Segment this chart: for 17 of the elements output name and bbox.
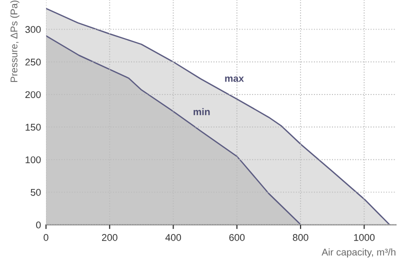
series-label: min <box>194 108 210 116</box>
series-label: max <box>225 76 244 82</box>
x-tick-label: 600 <box>229 234 245 241</box>
y-tick-label: 100 <box>26 156 41 164</box>
y-tick-label: 250 <box>25 58 41 66</box>
x-tick-label: 800 <box>292 234 308 241</box>
y-tick-label: 200 <box>25 91 41 98</box>
y-tick-label: 300 <box>25 26 41 33</box>
y-axis-title: Pressure, ΔPs (Pa) <box>10 0 20 82</box>
x-tick-label: 0 <box>44 234 48 241</box>
y-tick-label: 0 <box>36 222 41 228</box>
x-tick-label: 400 <box>165 234 182 241</box>
x-tick-label: 1000 <box>354 234 375 241</box>
x-tick-label: 200 <box>102 234 118 241</box>
y-tick-label: 150 <box>26 124 41 131</box>
x-axis-title: Air capacity, m³/h <box>322 248 396 258</box>
y-tick-label: 50 <box>30 188 41 196</box>
